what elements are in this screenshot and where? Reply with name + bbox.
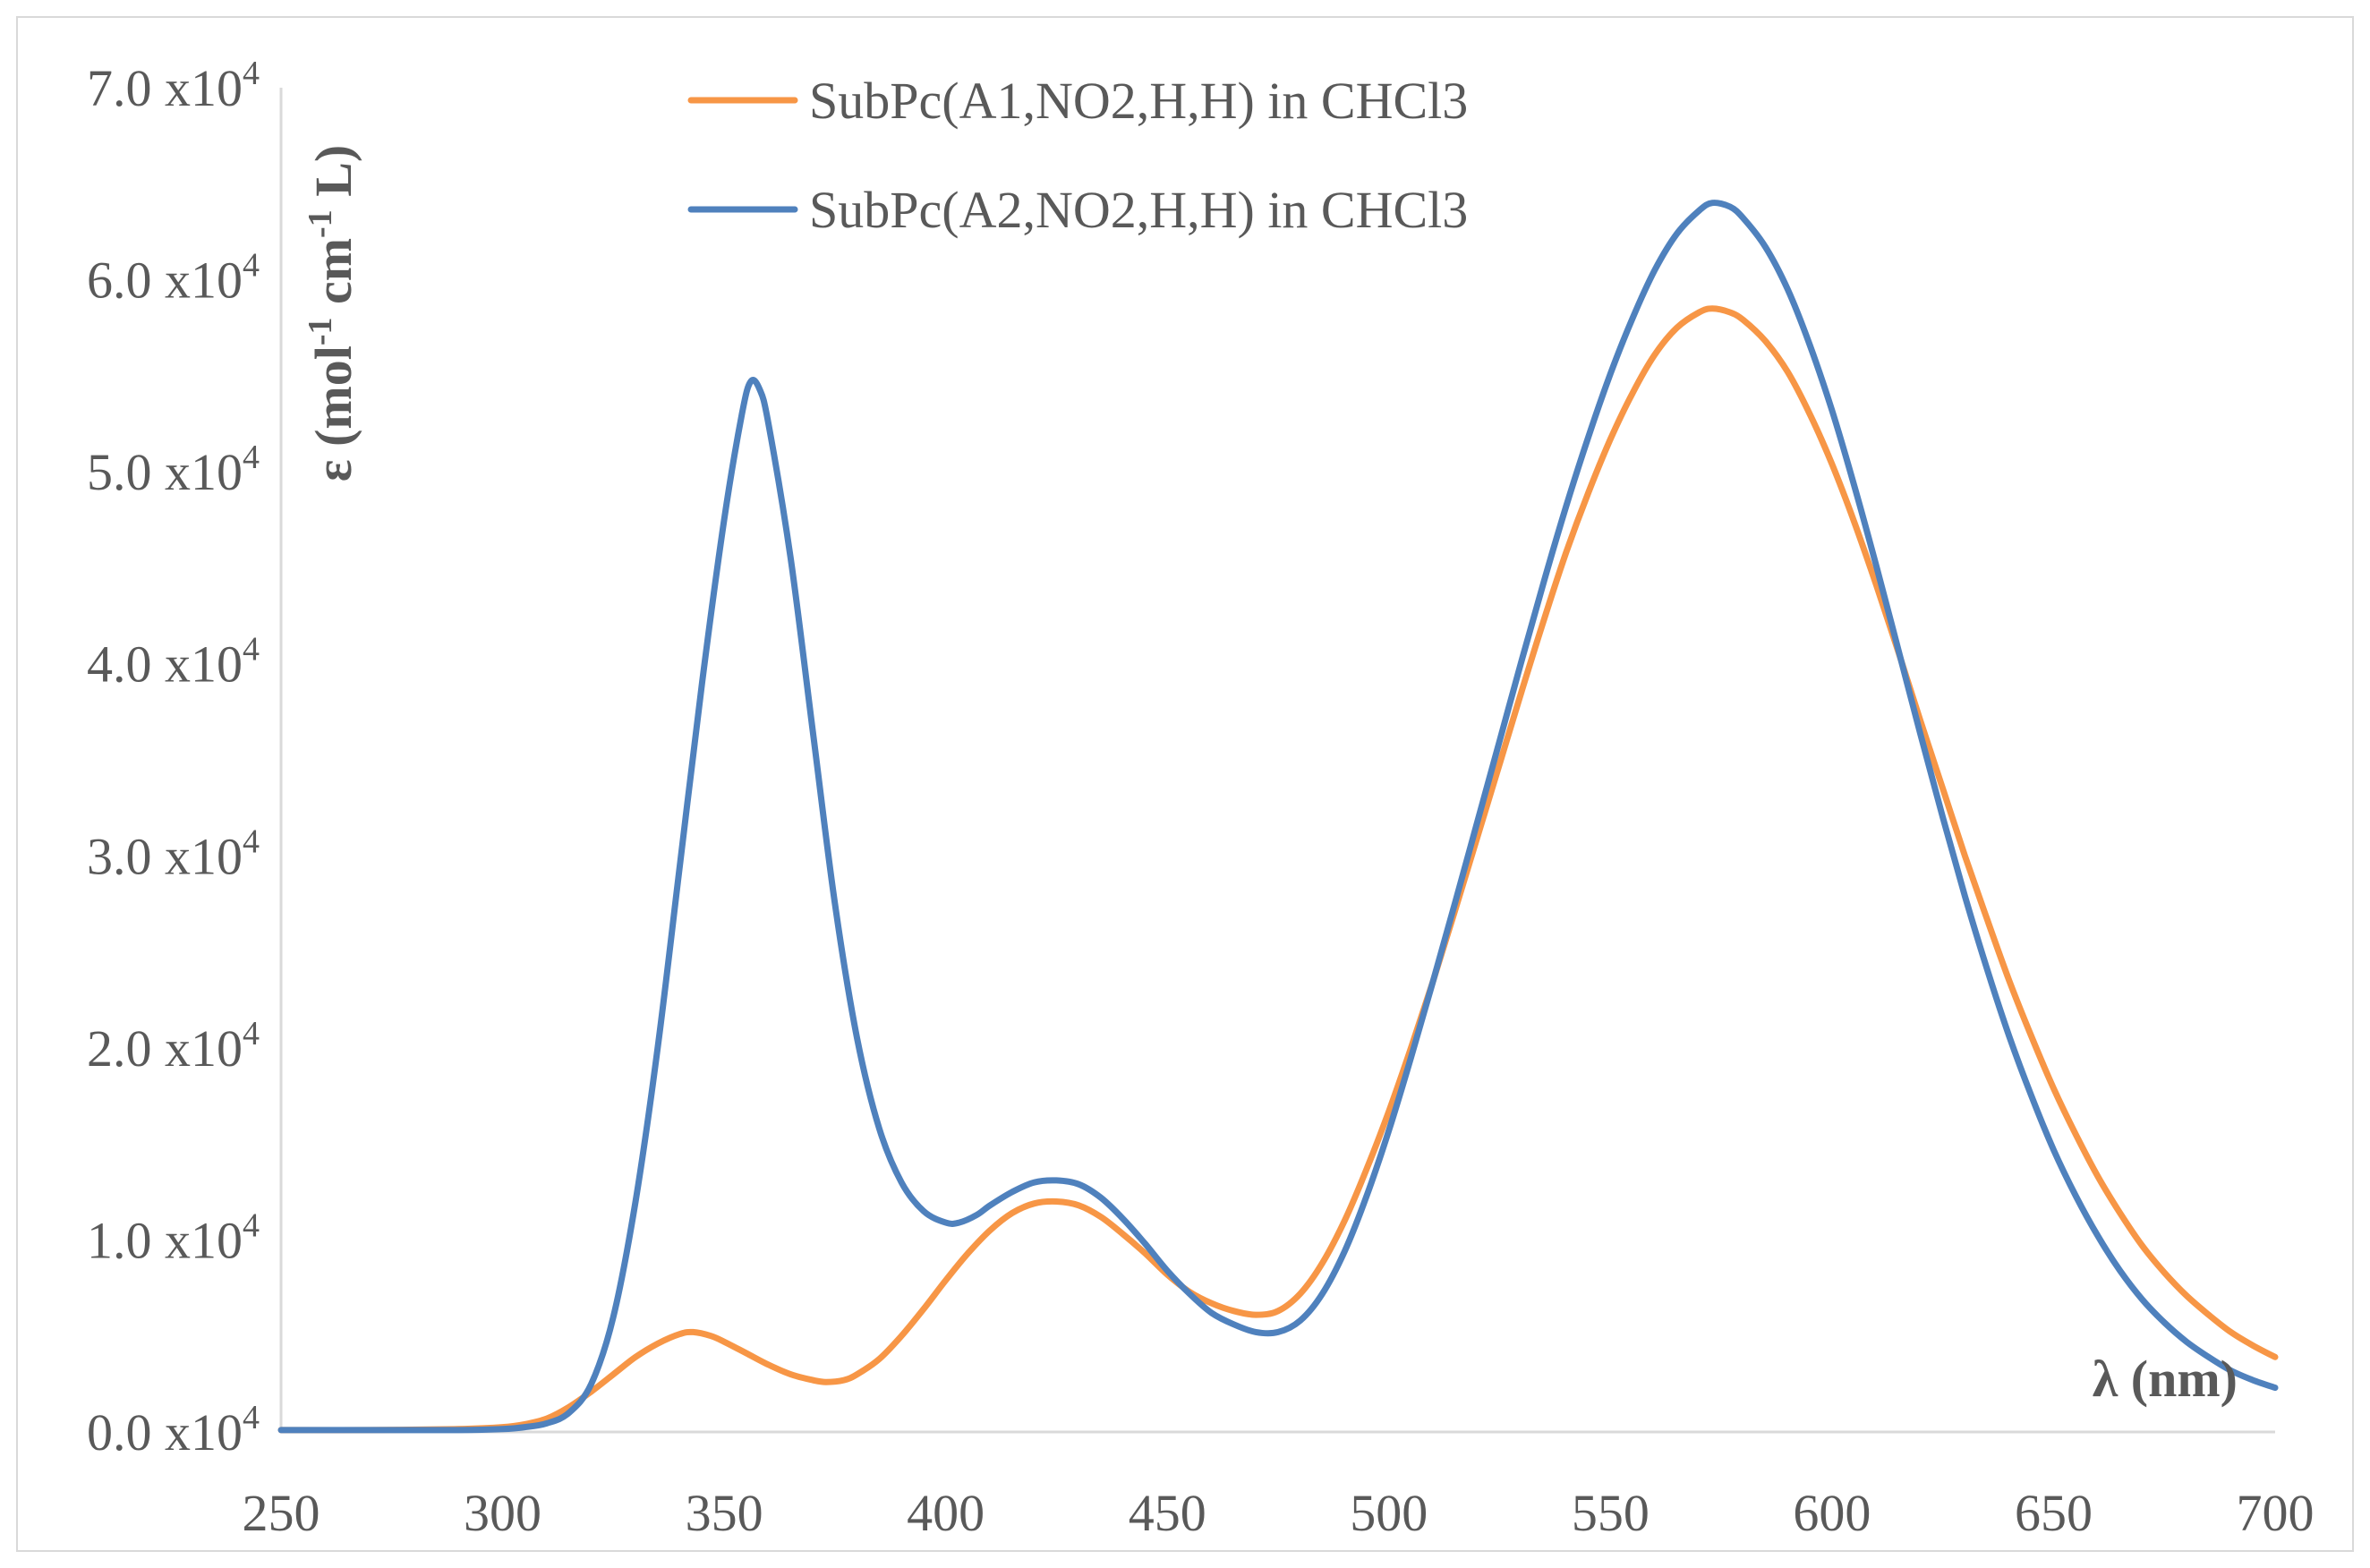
y-tick-mantissa: 1.0 x10	[87, 1211, 243, 1269]
y-tick-mantissa: 7.0 x10	[87, 59, 243, 117]
x-axis-title: λ (nm)	[2093, 1350, 2238, 1408]
y-tick-mantissa: 3.0 x10	[87, 827, 243, 885]
y-tick-label: 2.0 x104	[87, 1015, 260, 1078]
y-tick-exponent: 4	[243, 55, 260, 92]
x-tick-labels: 250 300 350 400 450 500 550 600 650 700	[243, 1484, 2315, 1542]
y-tick-mantissa: 2.0 x10	[87, 1019, 243, 1078]
x-tick-label: 500	[1350, 1484, 1428, 1542]
axes-layer	[279, 88, 2275, 1434]
y-tick-label: 0.0 x104	[87, 1399, 260, 1461]
y-axis-title-part-3: L)	[304, 145, 362, 210]
x-tick-label: 600	[1793, 1484, 1871, 1542]
y-axis-title-sup-2: -1	[302, 209, 339, 238]
legend: SubPc(A1,NO2,H,H) in CHCl3 SubPc(A2,NO2,H…	[687, 72, 1468, 239]
y-tick-label: 3.0 x104	[87, 822, 260, 885]
x-tick-label: 250	[243, 1484, 320, 1542]
y-tick-mantissa: 0.0 x10	[87, 1403, 243, 1461]
y-tick-mantissa: 6.0 x10	[87, 251, 243, 310]
x-tick-label: 400	[907, 1484, 985, 1542]
x-tick-label: 550	[1572, 1484, 1650, 1542]
x-tick-label: 450	[1129, 1484, 1206, 1542]
legend-label-2: SubPc(A2,NO2,H,H) in CHCl3	[809, 181, 1468, 239]
y-tick-mantissa: 4.0 x10	[87, 635, 243, 694]
y-tick-exponent: 4	[243, 631, 260, 669]
y-tick-label: 6.0 x104	[87, 247, 260, 310]
y-tick-exponent: 4	[243, 439, 260, 476]
y-tick-exponent: 4	[243, 822, 260, 860]
y-tick-exponent: 4	[243, 1206, 260, 1244]
y-tick-label: 4.0 x104	[87, 631, 260, 694]
y-axis-title-part-1: ε (mol	[304, 345, 362, 481]
y-axis-title-sup-1: -1	[302, 318, 339, 346]
y-tick-label: 5.0 x104	[87, 439, 260, 501]
series-line-2	[277, 200, 2279, 1434]
y-tick-exponent: 4	[243, 247, 260, 285]
y-tick-label: 7.0 x104	[87, 55, 260, 117]
series-line-1	[277, 305, 2279, 1434]
chart-frame: 0.0 x104 1.0 x104 2.0 x104 3.0 x104 4.0 x104…	[16, 16, 2354, 1552]
y-tick-exponent: 4	[243, 1015, 260, 1052]
y-tick-mantissa: 5.0 x10	[87, 443, 243, 501]
series-layer	[277, 200, 2279, 1434]
x-tick-label: 300	[464, 1484, 541, 1542]
y-tick-exponent: 4	[243, 1399, 260, 1436]
x-tick-label: 650	[2015, 1484, 2093, 1542]
y-axis-title-part-2: cm	[304, 238, 362, 318]
x-tick-label: 350	[686, 1484, 763, 1542]
y-axis-title: ε (mol-1 cm-1 L)	[302, 145, 362, 481]
x-tick-label: 700	[2237, 1484, 2315, 1542]
legend-label-1: SubPc(A1,NO2,H,H) in CHCl3	[809, 72, 1468, 130]
y-tick-label: 1.0 x104	[87, 1206, 260, 1269]
